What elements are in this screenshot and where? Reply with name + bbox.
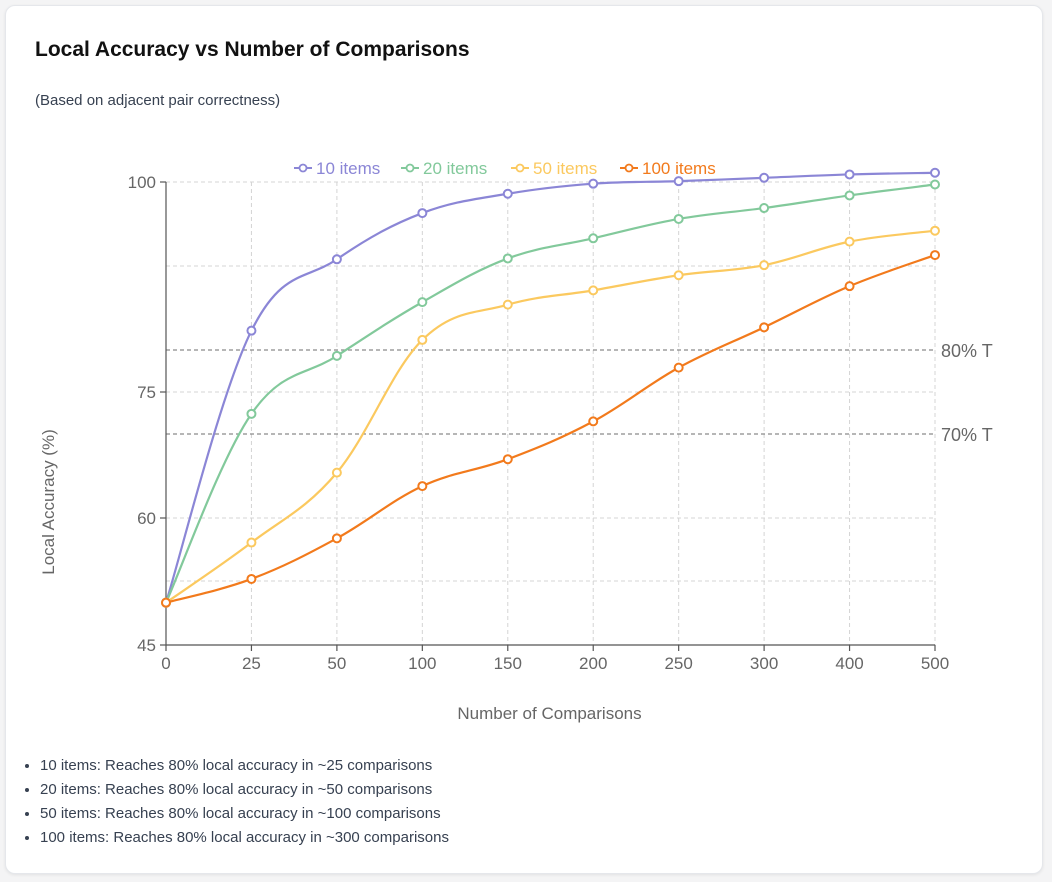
chart-subtitle: (Based on adjacent pair correctness) xyxy=(35,92,281,109)
data-point xyxy=(502,299,513,310)
data-point xyxy=(844,169,855,180)
x-tick-label: 250 xyxy=(664,654,692,673)
data-point xyxy=(844,190,855,201)
x-tick-label: 300 xyxy=(750,654,778,673)
data-point xyxy=(417,208,428,219)
data-point xyxy=(588,416,599,427)
data-point xyxy=(502,188,513,199)
legend-label: 100 items xyxy=(642,159,716,178)
line-chart: 80% T 70% T 100 75 60 45 0 25 50 100 150 200 250 300 4… xyxy=(39,159,993,723)
x-tick-label: 50 xyxy=(327,654,346,673)
data-point xyxy=(417,297,428,308)
legend-label: 10 items xyxy=(316,159,380,178)
series-line xyxy=(164,183,936,604)
note-item: 50 items: Reaches 80% local accuracy in … xyxy=(40,802,449,826)
note-item: 100 items: Reaches 80% local accuracy in… xyxy=(40,826,449,850)
series-line xyxy=(164,171,936,603)
legend-swatch-marker xyxy=(624,163,634,173)
chart-card: Local Accuracy vs Number of Comparisons … xyxy=(5,5,1043,874)
y-tick-label: 75 xyxy=(137,383,156,402)
series-line xyxy=(165,254,936,604)
legend-label: 20 items xyxy=(423,159,487,178)
data-point xyxy=(417,481,428,492)
y-tick-label: 100 xyxy=(128,173,156,192)
data-point xyxy=(331,350,342,361)
data-point xyxy=(588,233,599,244)
data-point xyxy=(331,533,342,544)
data-point xyxy=(930,167,940,178)
data-point xyxy=(673,176,684,187)
data-point xyxy=(673,213,684,224)
data-point xyxy=(331,254,342,265)
data-point xyxy=(844,236,855,247)
x-tick-label: 500 xyxy=(921,654,949,673)
reference-line-label: 70% T xyxy=(941,425,993,445)
data-point xyxy=(246,408,257,419)
data-point xyxy=(844,281,855,292)
x-tick-label: 100 xyxy=(408,654,436,673)
x-axis-title: Number of Comparisons xyxy=(457,704,641,723)
legend-label: 50 items xyxy=(533,159,597,178)
note-item: 10 items: Reaches 80% local accuracy in … xyxy=(40,754,449,778)
x-tick-label: 200 xyxy=(579,654,607,673)
y-axis-title: Local Accuracy (%) xyxy=(39,429,58,575)
data-point xyxy=(417,334,428,345)
legend-swatch-marker xyxy=(298,163,308,173)
x-tick-label: 0 xyxy=(161,654,170,673)
data-point xyxy=(930,179,940,190)
data-point xyxy=(588,178,599,189)
legend-swatch-marker xyxy=(405,163,415,173)
data-point xyxy=(161,597,171,608)
notes-list: 10 items: Reaches 80% local accuracy in … xyxy=(20,754,449,850)
x-tick-label: 150 xyxy=(494,654,522,673)
data-point xyxy=(331,467,342,478)
series-line xyxy=(165,229,936,604)
data-point xyxy=(930,250,940,261)
data-point xyxy=(246,325,257,336)
y-tick-label: 45 xyxy=(137,636,156,655)
data-point xyxy=(759,172,770,183)
data-point xyxy=(246,573,257,584)
data-point xyxy=(502,253,513,264)
x-tick-label: 400 xyxy=(835,654,863,673)
data-point xyxy=(673,362,684,373)
data-point xyxy=(759,322,770,333)
chart-title: Local Accuracy vs Number of Comparisons xyxy=(35,38,470,61)
y-tick-label: 60 xyxy=(137,509,156,528)
reference-line-label: 80% T xyxy=(941,341,993,361)
data-point xyxy=(588,285,599,296)
data-point xyxy=(502,454,513,465)
data-point xyxy=(673,270,684,281)
note-item: 20 items: Reaches 80% local accuracy in … xyxy=(40,778,449,802)
x-tick-label: 25 xyxy=(242,654,261,673)
data-point xyxy=(759,203,770,214)
data-point xyxy=(759,260,770,271)
legend-swatch-marker xyxy=(515,163,525,173)
data-point xyxy=(930,225,940,236)
data-point xyxy=(246,537,257,548)
